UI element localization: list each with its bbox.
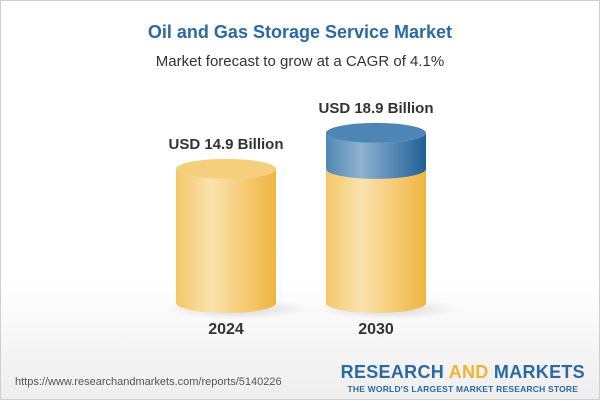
category-label-2030: 2030 (358, 321, 394, 338)
chart-subtitle: Market forecast to grow at a CAGR of 4.1… (155, 53, 445, 70)
chart-title: Oil and Gas Storage Service Market (147, 22, 453, 42)
source-url[interactable]: https://www.researchandmarkets.com/repor… (15, 376, 282, 388)
data-label-2024: USD 14.9 Billion (168, 136, 283, 153)
cylinder-2024 (176, 168, 276, 313)
cylinder-top-2024 (176, 158, 276, 179)
category-label-2024: 2024 (208, 321, 244, 338)
cylinder-base-segment-2030 (326, 168, 426, 313)
data-label-2030: USD 18.9 Billion (318, 100, 433, 117)
research-and-markets-logo: RESEARCH AND MARKETS THE WORLD'S LARGEST… (340, 362, 585, 394)
cylinder-growth-segment-2030 (326, 132, 426, 179)
cylinder-top-2030 (326, 122, 426, 143)
